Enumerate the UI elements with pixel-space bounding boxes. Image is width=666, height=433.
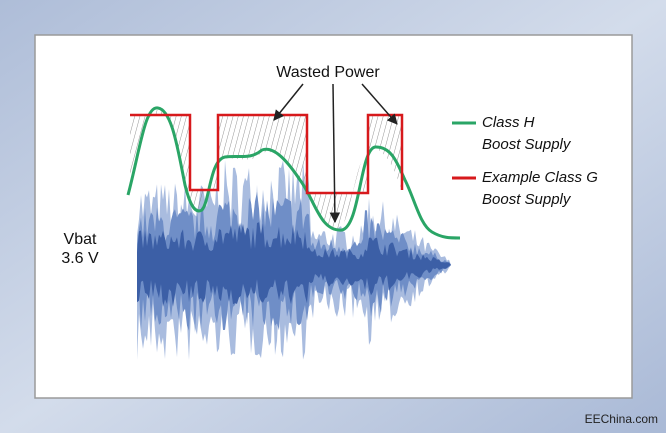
legend-label: Boost Supply <box>482 191 572 208</box>
legend-label: Class H <box>482 114 535 131</box>
legend-label: Boost Supply <box>482 136 572 153</box>
vbat-label: Vbat <box>64 231 97 248</box>
class-g-line <box>130 113 404 195</box>
arrow <box>329 83 341 224</box>
arrow <box>273 83 304 121</box>
class-h-curve <box>126 106 461 240</box>
waveform-layer <box>137 222 451 307</box>
legend-label: Example Class G <box>482 169 598 186</box>
arrow <box>361 83 398 125</box>
annotation: Wasted Power <box>276 64 380 81</box>
vbat-label: 3.6 V <box>61 250 99 267</box>
watermark: EEChina.com <box>585 412 658 426</box>
audio-waveform <box>137 160 451 361</box>
